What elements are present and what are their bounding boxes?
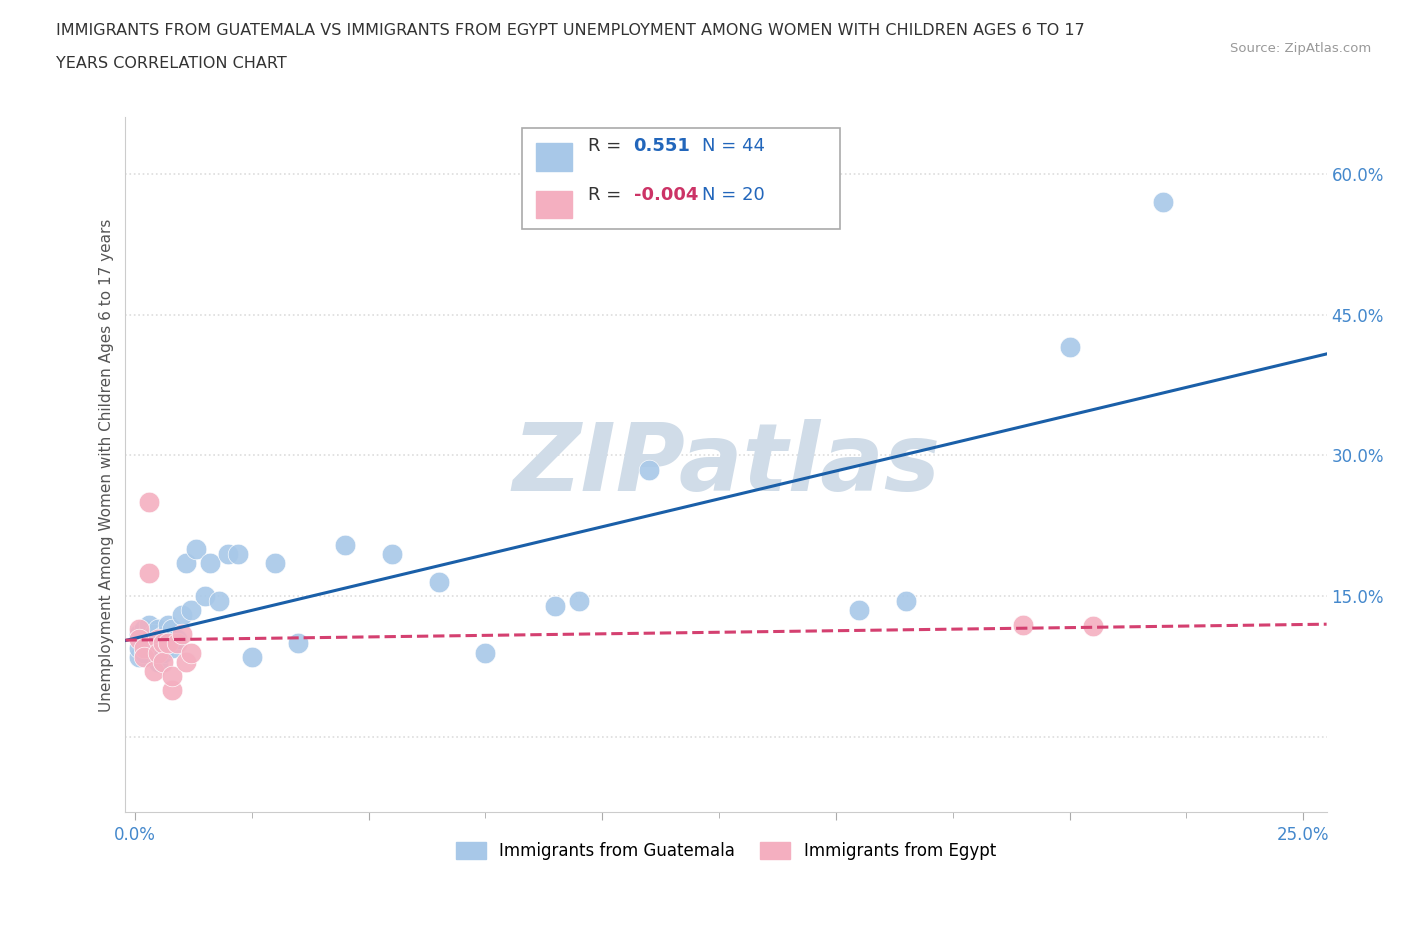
Point — [148, 622, 170, 637]
Text: ZIPatlas: ZIPatlas — [512, 418, 941, 511]
Point — [194, 589, 217, 604]
Text: R =: R = — [588, 186, 627, 205]
Point — [1059, 340, 1081, 355]
Point — [134, 622, 156, 637]
Point — [134, 650, 156, 665]
Point — [138, 631, 160, 646]
Point — [544, 598, 567, 613]
Point — [180, 645, 202, 660]
Text: -0.004: -0.004 — [634, 186, 697, 205]
Point — [156, 618, 179, 632]
Point — [198, 556, 221, 571]
Point — [333, 538, 356, 552]
Point — [128, 631, 150, 646]
Point — [287, 636, 309, 651]
Point — [160, 622, 183, 637]
Point — [180, 603, 202, 618]
Point — [638, 462, 661, 477]
Bar — [536, 143, 572, 171]
Point — [848, 603, 870, 618]
Point — [152, 636, 174, 651]
Point — [226, 547, 249, 562]
Point — [1011, 618, 1033, 632]
Legend: Immigrants from Guatemala, Immigrants from Egypt: Immigrants from Guatemala, Immigrants fr… — [450, 835, 1002, 867]
Point — [160, 641, 183, 656]
Point — [217, 547, 239, 562]
Point — [427, 575, 450, 590]
Point — [170, 607, 193, 622]
Point — [138, 495, 160, 510]
Point — [240, 650, 263, 665]
Point — [1081, 619, 1104, 634]
Text: N = 20: N = 20 — [702, 186, 765, 205]
Text: YEARS CORRELATION CHART: YEARS CORRELATION CHART — [56, 56, 287, 71]
Point — [134, 645, 156, 660]
Point — [128, 641, 150, 656]
Y-axis label: Unemployment Among Women with Children Ages 6 to 17 years: Unemployment Among Women with Children A… — [100, 219, 114, 711]
Point — [166, 631, 188, 646]
Point — [138, 618, 160, 632]
Point — [208, 593, 231, 608]
Point — [128, 650, 150, 665]
Point — [148, 641, 170, 656]
Point — [128, 622, 150, 637]
Point — [381, 547, 404, 562]
Point — [174, 556, 197, 571]
Point — [142, 627, 165, 642]
Point — [1152, 194, 1174, 209]
Point — [134, 641, 156, 656]
Point — [568, 593, 591, 608]
Point — [148, 645, 170, 660]
Point — [170, 627, 193, 642]
Point — [152, 645, 174, 660]
Point — [160, 683, 183, 698]
Text: Source: ZipAtlas.com: Source: ZipAtlas.com — [1230, 42, 1371, 55]
Point — [152, 655, 174, 670]
Text: N = 44: N = 44 — [702, 137, 765, 154]
Point — [138, 641, 160, 656]
Point — [142, 636, 165, 651]
Point — [166, 636, 188, 651]
Text: R =: R = — [588, 137, 627, 154]
Text: IMMIGRANTS FROM GUATEMALA VS IMMIGRANTS FROM EGYPT UNEMPLOYMENT AMONG WOMEN WITH: IMMIGRANTS FROM GUATEMALA VS IMMIGRANTS … — [56, 23, 1085, 38]
Point — [148, 631, 170, 646]
Point — [894, 593, 917, 608]
Point — [138, 565, 160, 580]
Point — [264, 556, 287, 571]
FancyBboxPatch shape — [522, 127, 841, 229]
Point — [128, 627, 150, 642]
Point — [156, 636, 179, 651]
Point — [148, 655, 170, 670]
Point — [184, 542, 207, 557]
Text: 0.551: 0.551 — [634, 137, 690, 154]
Point — [152, 629, 174, 644]
Point — [160, 669, 183, 684]
Bar — [536, 191, 572, 219]
Point — [474, 645, 496, 660]
Point — [174, 655, 197, 670]
Point — [134, 636, 156, 651]
Point — [142, 664, 165, 679]
Point — [156, 636, 179, 651]
